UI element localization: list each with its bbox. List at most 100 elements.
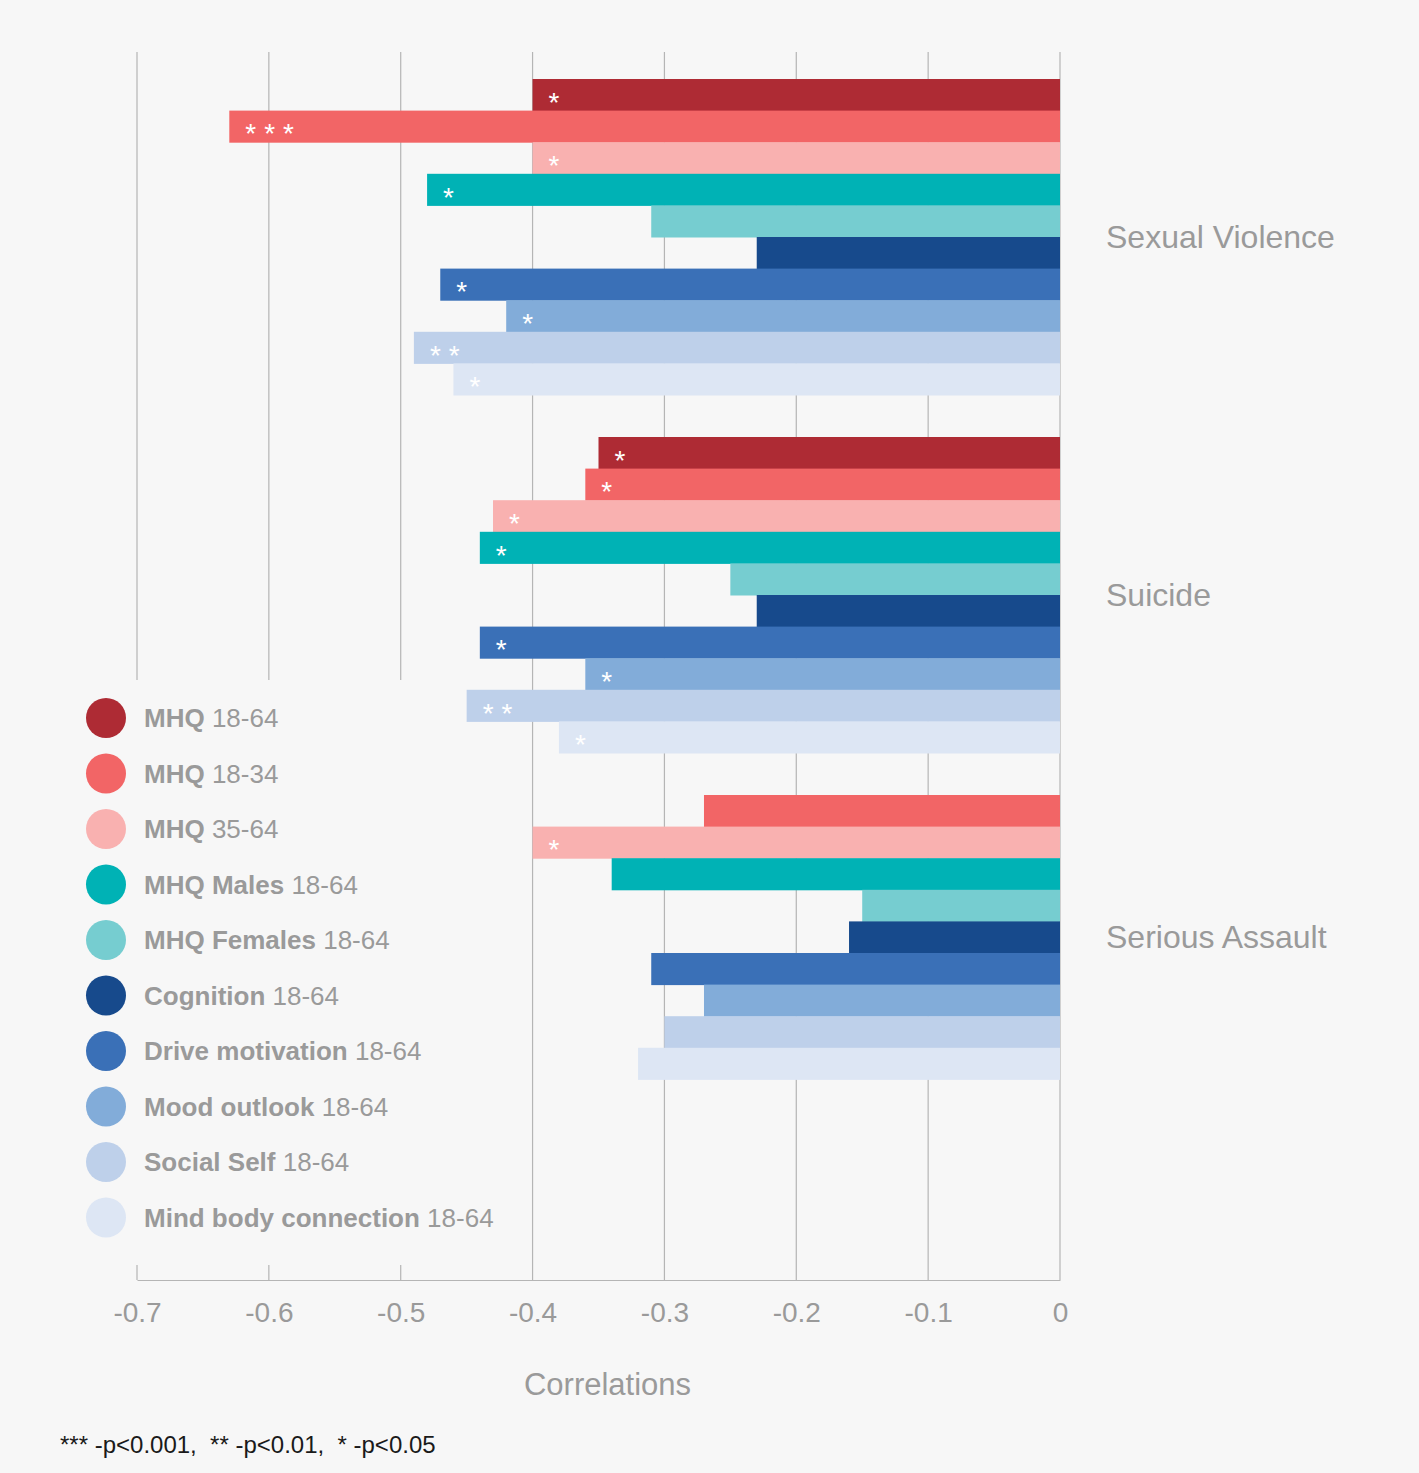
legend-item: Cognition 18-64	[86, 976, 339, 1016]
axis-title: Correlations	[524, 1367, 691, 1402]
legend-swatch	[86, 1031, 126, 1071]
significance-labels: *********************	[245, 87, 633, 866]
legend-label: MHQ 18-64	[144, 703, 278, 733]
bar	[480, 532, 1060, 564]
bar	[533, 827, 1060, 859]
legend-item: Mood outlook 18-64	[86, 1087, 388, 1127]
bar	[506, 300, 1060, 332]
significance-label: *	[509, 508, 528, 539]
bar	[757, 595, 1060, 627]
legend: MHQ 18-64 MHQ 18-34 MHQ 35-64 MHQ Males 18-…	[86, 698, 494, 1238]
significance-label: *	[456, 276, 475, 307]
tick: -0.5	[377, 1280, 425, 1328]
legend-swatch	[86, 976, 126, 1016]
bar	[849, 921, 1060, 953]
axis-line	[138, 1280, 1061, 1281]
legend-swatch	[86, 1087, 126, 1127]
tick: -0.7	[113, 1280, 161, 1328]
legend-label: MHQ Males 18-64	[144, 870, 358, 900]
significance-label: *	[496, 540, 515, 571]
legend-item: Social Self 18-64	[86, 1142, 349, 1182]
tick-label: -0.6	[245, 1297, 293, 1328]
bar	[585, 469, 1060, 501]
bar	[730, 563, 1060, 595]
significance-label: *	[522, 308, 541, 339]
significance-label: *	[601, 476, 620, 507]
bar	[704, 795, 1060, 827]
legend-label: Drive motivation 18-64	[144, 1036, 421, 1066]
bar	[467, 690, 1060, 722]
legend-swatch	[86, 1142, 126, 1182]
bar	[440, 269, 1060, 301]
significance-label: *	[469, 371, 488, 402]
legend-label: Cognition 18-64	[144, 981, 339, 1011]
significance-label: **	[483, 698, 521, 729]
legend-swatch	[86, 698, 126, 738]
tick: -0.4	[509, 1280, 557, 1328]
bar	[480, 627, 1060, 659]
bar	[493, 500, 1060, 532]
significance-label: *	[601, 666, 620, 697]
tick-label: -0.3	[641, 1297, 689, 1328]
x-axis: -0.7 -0.6 -0.5 -0.4 -0.3 -0.2 -0.1 0	[113, 1280, 1068, 1328]
bar	[559, 721, 1060, 753]
legend-item: MHQ 35-64	[86, 809, 278, 849]
legend-item: Mind body connection 18-64	[86, 1198, 494, 1238]
tick: -0.1	[905, 1280, 953, 1328]
tick-label: 0	[1053, 1297, 1069, 1328]
legend-item: MHQ 18-64	[86, 698, 278, 738]
category-label: Sexual Violence	[1106, 219, 1335, 255]
tick: -0.2	[773, 1280, 821, 1328]
tick-label: -0.2	[773, 1297, 821, 1328]
significance-label: ***	[245, 118, 302, 149]
tick-label: -0.5	[377, 1297, 425, 1328]
bar	[612, 858, 1060, 890]
bar	[453, 363, 1060, 395]
grid-line	[532, 52, 533, 1280]
bar	[862, 890, 1060, 922]
tick-label: -0.7	[113, 1297, 161, 1328]
significance-label: *	[549, 87, 568, 118]
legend-swatch	[86, 809, 126, 849]
bar	[427, 174, 1060, 206]
legend-label: Mood outlook 18-64	[144, 1092, 388, 1122]
significance-label: *	[443, 182, 462, 213]
legend-label: Mind body connection 18-64	[144, 1203, 494, 1233]
bar	[585, 658, 1060, 690]
bar	[414, 332, 1060, 364]
bar	[757, 237, 1060, 269]
background	[0, 0, 1419, 1473]
note: *** -p<0.001, ** -p<0.01, * -p<0.05	[60, 1431, 436, 1458]
legend-swatch	[86, 920, 126, 960]
significance-label: *	[549, 834, 568, 865]
chart: *********************Sexual ViolenceSuic…	[0, 0, 1419, 1473]
grid-line	[400, 52, 401, 1280]
bar	[651, 205, 1060, 237]
bar	[638, 1048, 1060, 1080]
legend-item: MHQ Females 18-64	[86, 920, 390, 960]
legend-swatch	[86, 1198, 126, 1238]
grid-line	[136, 52, 137, 1280]
legend-label: MHQ 18-34	[144, 759, 278, 789]
tick-label: -0.1	[905, 1297, 953, 1328]
bar	[229, 111, 1060, 143]
bar	[664, 1016, 1060, 1048]
legend-item: MHQ Males 18-64	[86, 865, 358, 905]
bar	[599, 437, 1061, 469]
legend-label: Social Self 18-64	[144, 1147, 349, 1177]
tick: -0.3	[641, 1280, 689, 1328]
legend-item: Drive motivation 18-64	[86, 1031, 421, 1071]
bars	[229, 79, 1060, 1080]
bar	[533, 142, 1060, 174]
legend-swatch	[86, 865, 126, 905]
legend-swatch	[86, 754, 126, 794]
legend-label: MHQ 35-64	[144, 814, 278, 844]
legend-item: MHQ 18-34	[86, 754, 278, 794]
significance-label: **	[430, 340, 468, 371]
significance-label: *	[575, 729, 594, 760]
category-labels: Sexual ViolenceSuicideSerious Assault	[1106, 219, 1335, 955]
bar	[651, 953, 1060, 985]
significance-label: *	[615, 445, 634, 476]
tick: -0.6	[245, 1280, 293, 1328]
tick: 0	[1053, 1280, 1069, 1328]
